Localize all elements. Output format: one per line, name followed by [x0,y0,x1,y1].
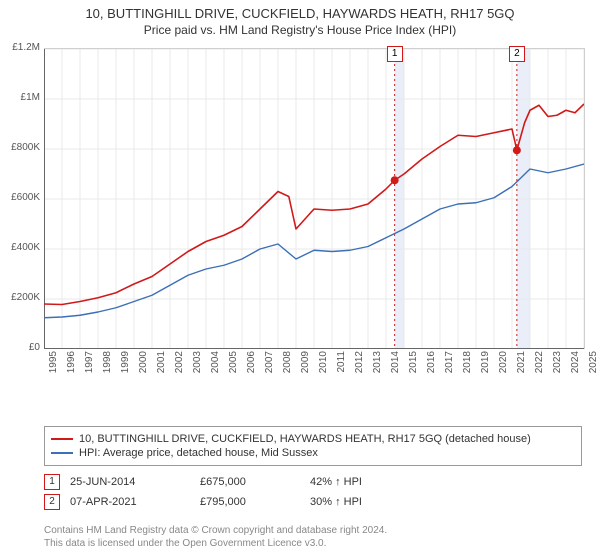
x-tick-label: 2022 [534,351,545,381]
x-tick-label: 2006 [246,351,257,381]
title-block: 10, BUTTINGHILL DRIVE, CUCKFIELD, HAYWAR… [0,0,600,37]
chart-area: 1995 1996 1997 1998 1999 2000 2001 2002 2003 2004… [44,48,584,378]
chart-title: 10, BUTTINGHILL DRIVE, CUCKFIELD, HAYWAR… [0,6,600,21]
x-tick-label: 2010 [318,351,329,381]
x-tick-label: 2003 [192,351,203,381]
x-tick-label: 2023 [552,351,563,381]
x-tick-label: 2007 [264,351,275,381]
sale-pct: 42% ↑ HPI [310,476,410,488]
y-tick-label: £800K [0,142,40,153]
x-tick-label: 1996 [66,351,77,381]
legend-swatch [51,438,73,440]
figure: 10, BUTTINGHILL DRIVE, CUCKFIELD, HAYWAR… [0,0,600,560]
x-tick-label: 2002 [174,351,185,381]
y-tick-label: £200K [0,292,40,303]
x-tick-label: 2016 [426,351,437,381]
y-tick-label: £400K [0,242,40,253]
x-tick-label: 2011 [336,351,347,381]
legend-label: HPI: Average price, detached house, Mid … [79,447,318,459]
x-tick-label: 2004 [210,351,221,381]
legend-item: HPI: Average price, detached house, Mid … [51,447,575,459]
x-tick-label: 2018 [462,351,473,381]
y-tick-label: £600K [0,192,40,203]
y-tick-label: £0 [0,342,40,353]
sale-marker-icon: 2 [44,494,60,510]
sale-marker-icon: 1 [44,474,60,490]
x-tick-label: 1999 [120,351,131,381]
x-tick-label: 1998 [102,351,113,381]
sale-date: 07-APR-2021 [70,496,190,508]
x-tick-label: 2025 [588,351,599,381]
legend-label: 10, BUTTINGHILL DRIVE, CUCKFIELD, HAYWAR… [79,433,531,445]
x-tick-label: 1997 [84,351,95,381]
sale-row: 2 07-APR-2021 £795,000 30% ↑ HPI [44,494,582,510]
y-tick-label: £1M [0,92,40,103]
x-tick-label: 2021 [516,351,527,381]
x-tick-label: 2024 [570,351,581,381]
legend: 10, BUTTINGHILL DRIVE, CUCKFIELD, HAYWAR… [44,426,582,466]
x-tick-label: 2008 [282,351,293,381]
legend-swatch [51,452,73,454]
x-tick-label: 2014 [390,351,401,381]
x-tick-label: 2017 [444,351,455,381]
license-line: This data is licensed under the Open Gov… [44,537,582,550]
x-tick-label: 2013 [372,351,383,381]
plot-svg [44,49,584,349]
x-axis-labels: 1995 1996 1997 1998 1999 2000 2001 2002 2003 2004… [44,351,584,391]
x-tick-label: 2020 [498,351,509,381]
chart-subtitle: Price paid vs. HM Land Registry's House … [0,23,600,37]
plot [44,48,585,349]
sale-price: £795,000 [200,496,300,508]
sales-table: 1 25-JUN-2014 £675,000 42% ↑ HPI 2 07-AP… [44,470,582,514]
sale-pct: 30% ↑ HPI [310,496,410,508]
x-tick-label: 1995 [48,351,59,381]
x-tick-label: 2015 [408,351,419,381]
license-text: Contains HM Land Registry data © Crown c… [44,524,582,550]
sale-date: 25-JUN-2014 [70,476,190,488]
x-tick-label: 2019 [480,351,491,381]
legend-item: 10, BUTTINGHILL DRIVE, CUCKFIELD, HAYWAR… [51,433,575,445]
license-line: Contains HM Land Registry data © Crown c… [44,524,582,537]
x-tick-label: 2001 [156,351,167,381]
y-tick-label: £1.2M [0,42,40,53]
x-tick-label: 2012 [354,351,365,381]
sale-price: £675,000 [200,476,300,488]
x-tick-label: 2000 [138,351,149,381]
chart-sale-marker: 1 [387,46,403,62]
x-tick-label: 2005 [228,351,239,381]
x-tick-label: 2009 [300,351,311,381]
sale-row: 1 25-JUN-2014 £675,000 42% ↑ HPI [44,474,582,490]
chart-sale-marker: 2 [509,46,525,62]
